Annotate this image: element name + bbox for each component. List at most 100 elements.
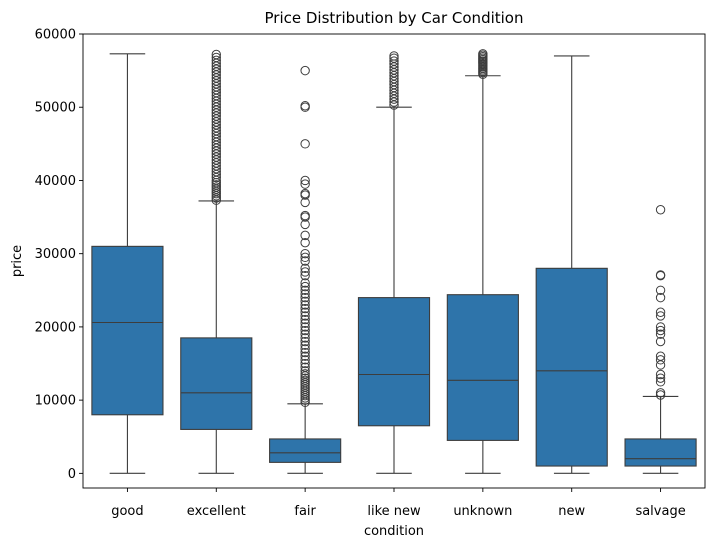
y-tick-label: 50000 [35, 101, 76, 116]
outlier-point [211, 55, 221, 66]
outlier-point [655, 270, 666, 281]
outlier-point [300, 347, 310, 358]
outlier-point [300, 344, 310, 354]
outlier-point [300, 188, 310, 199]
chart-title: Price Distribution by Car Condition [265, 9, 524, 27]
outlier-point [300, 300, 310, 310]
iqr-box [91, 245, 164, 416]
box-like-new [357, 51, 431, 474]
outlier-point [300, 322, 310, 332]
box-new [535, 55, 608, 474]
outlier-point [300, 351, 310, 361]
outlier-point [300, 329, 310, 339]
iqr-box [624, 438, 697, 467]
y-tick-label: 30000 [35, 247, 76, 262]
y-axis: 0 10000 20000 30000 40000 50000 60000 [35, 28, 83, 482]
outlier-point [300, 358, 310, 369]
y-tick-label: 10000 [35, 394, 76, 409]
outlier-point [300, 281, 310, 292]
outlier-point [300, 292, 310, 303]
outlier-point [300, 278, 310, 288]
outlier-point [655, 351, 666, 361]
x-tick-label: good [111, 504, 143, 519]
box-fair [269, 65, 342, 474]
x-axis-label: condition [364, 524, 424, 539]
box-good [91, 53, 164, 474]
outlier-point [300, 355, 310, 365]
outlier-point [300, 252, 310, 263]
outlier-point [300, 285, 310, 295]
x-tick-label: excellent [187, 504, 246, 519]
outlier-point [300, 336, 310, 347]
outlier-point [211, 52, 221, 63]
outlier-point [300, 325, 310, 336]
outlier-point [300, 256, 310, 266]
outlier-point [655, 292, 666, 303]
outlier-point [300, 366, 310, 376]
outlier-point [300, 263, 310, 274]
x-tick-label: like new [367, 504, 421, 519]
outlier-point [300, 303, 310, 314]
outlier-point [300, 362, 310, 372]
outlier-point [300, 267, 310, 277]
outlier-point [211, 180, 221, 190]
outlier-point [300, 340, 310, 350]
y-tick-label: 40000 [35, 174, 76, 189]
outlier-point [300, 289, 310, 299]
outlier-point [300, 65, 310, 76]
outlier-point [389, 53, 399, 63]
outlier-point [211, 49, 221, 60]
outlier-point [389, 56, 399, 66]
outlier-point [655, 205, 666, 215]
iqr-box [446, 294, 519, 441]
outlier-point [300, 270, 310, 281]
outlier-point [655, 325, 666, 336]
outlier-point [300, 179, 310, 189]
outlier-point [655, 388, 666, 398]
outlier-point [655, 377, 666, 387]
outlier-point [655, 307, 666, 317]
outlier-point [300, 311, 310, 321]
outlier-point [300, 296, 310, 306]
outlier-point [655, 369, 666, 380]
outlier-point [300, 210, 310, 221]
y-tick-label: 0 [68, 467, 76, 482]
outlier-point [655, 336, 666, 347]
outlier-point [655, 390, 666, 400]
x-tick-label: unknown [453, 504, 512, 519]
outlier-point [389, 51, 399, 61]
outlier-point [655, 322, 666, 332]
outlier-point [300, 139, 310, 149]
iqr-box [269, 438, 342, 463]
y-tick-label: 60000 [35, 28, 76, 43]
iqr-box [357, 297, 431, 427]
plot-area [91, 49, 697, 474]
outlier-point [300, 318, 310, 328]
y-axis-label: price [10, 245, 25, 277]
x-axis: good excellent fair like new unknown new salva… [111, 488, 686, 519]
outlier-point [655, 329, 666, 339]
outlier-point [300, 375, 310, 386]
outlier-point [300, 314, 310, 325]
outlier-point [300, 248, 310, 259]
x-tick-label: fair [294, 504, 316, 519]
outlier-point [478, 49, 488, 59]
outlier-point [300, 333, 310, 343]
outlier-point [655, 311, 666, 321]
iqr-box [180, 337, 253, 430]
outlier-point [655, 373, 666, 383]
outlier-point [300, 373, 310, 383]
outlier-point [300, 101, 310, 111]
outlier-point [300, 369, 310, 379]
outlier-point [211, 182, 221, 192]
x-tick-label: salvage [635, 504, 685, 519]
outlier-point [300, 307, 310, 317]
outlier-point [655, 360, 666, 370]
outlier-point [655, 270, 666, 280]
box-excellent [180, 49, 253, 474]
box-unknown [446, 49, 519, 474]
outlier-point [655, 355, 666, 365]
iqr-box [535, 267, 608, 467]
x-tick-label: new [558, 504, 585, 519]
